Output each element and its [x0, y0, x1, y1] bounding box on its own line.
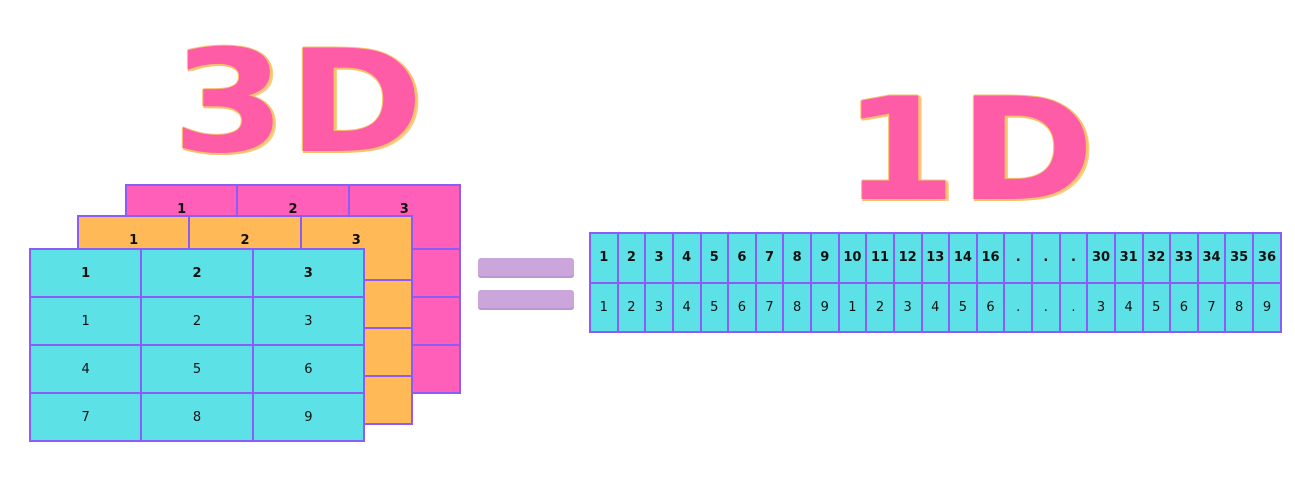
layer-cyan-header-cell: 3: [251, 248, 366, 298]
flat-array-value-cell: 9: [810, 281, 840, 333]
flat-array-index-row: 1 2 3 4 5 6 7 8 9 10 11 12 13 14 16... 30 31 32 33 34 35 36: [589, 232, 1282, 284]
flat-array-index-cell: 13: [920, 232, 951, 284]
flat-array-index-cell: 5: [699, 232, 730, 284]
layer-cyan-row: 7 8 9: [28, 392, 366, 442]
flat-array-index-cell: 31: [1113, 232, 1144, 284]
flat-array-index-cell: 9: [810, 232, 840, 284]
layer-cyan-header-cell: 1: [28, 248, 143, 298]
flat-array-value-cell: 1: [837, 281, 868, 333]
flat-array-value-cell: 3: [1086, 281, 1116, 333]
flat-array-index-cell: .: [1003, 232, 1033, 284]
flat-array-value-cell: 2: [865, 281, 895, 333]
flat-array-value-cell: 4: [1113, 281, 1144, 333]
flat-array-index-cell: 11: [865, 232, 895, 284]
layer-cyan-cell: 1: [28, 296, 143, 346]
flat-array-value-cell: 9: [1252, 281, 1282, 333]
layer-cyan-cell: 6: [251, 344, 366, 394]
layer-cyan-row: 1 2 3: [28, 296, 366, 346]
flat-array-value-cell: 6: [975, 281, 1006, 333]
flat-array-index-cell: 16: [975, 232, 1006, 284]
flat-array-index-cell: .: [1031, 232, 1061, 284]
layer-cyan-row: 4 5 6: [28, 344, 366, 394]
layer-cyan-cell: 7: [28, 392, 143, 442]
flat-array-index-cell: 36: [1252, 232, 1282, 284]
flat-array-index-cell: 4: [671, 232, 702, 284]
layer-cyan-table: 1 2 3 1 2 3 4 5 6 7 8 9: [28, 248, 366, 442]
flat-array-index-cell: .: [1058, 232, 1089, 284]
flat-array-index-cell: 32: [1141, 232, 1172, 284]
flat-array-value-cell: 3: [892, 281, 923, 333]
flat-array-index-cell: 2: [616, 232, 647, 284]
flat-array-index-cell: 7: [754, 232, 785, 284]
flat-array-value-cell: 8: [1224, 281, 1254, 333]
flat-array-value-cell: 1: [589, 281, 619, 333]
flat-array-index-cell: 8: [782, 232, 812, 284]
layer-cyan-header-cell: 2: [140, 248, 254, 298]
layer-cyan-cell: 8: [140, 392, 254, 442]
equals-sign-bottom-bar: [478, 290, 574, 310]
flat-array-index-cell: 3: [644, 232, 674, 284]
flat-array-table: 1 2 3 4 5 6 7 8 9 10 11 12 13 14 16... 30 31 32 33 34 35 36 1…: [589, 232, 1282, 333]
flat-array-index-cell: 10: [837, 232, 868, 284]
flat-array-value-cell: 5: [948, 281, 978, 333]
title-3d: 3D: [172, 20, 426, 185]
flat-array-value-cell: 7: [754, 281, 785, 333]
flat-array-value-cell: .: [1003, 281, 1033, 333]
layer-cyan-cell: 5: [140, 344, 254, 394]
flat-array-index-cell: 34: [1196, 232, 1227, 284]
flat-array-index-cell: 35: [1224, 232, 1254, 284]
layer-cyan-header-row: 1 2 3: [28, 248, 366, 298]
flat-array-value-cell: 6: [1169, 281, 1199, 333]
flat-array-index-cell: 1: [589, 232, 619, 284]
flat-array-value-cell: 8: [782, 281, 812, 333]
flat-array-index-cell: 12: [892, 232, 923, 284]
flat-array-value-cell: .: [1058, 281, 1089, 333]
layer-cyan-cell: 2: [140, 296, 254, 346]
flat-array-value-cell: 5: [699, 281, 730, 333]
flat-array-value-cell: 5: [1141, 281, 1172, 333]
flat-array-index-cell: 33: [1169, 232, 1199, 284]
title-1d: 1D: [843, 68, 1097, 233]
flat-array-index-cell: 30: [1086, 232, 1116, 284]
flat-array-value-cell: 3: [644, 281, 674, 333]
layer-cyan-cell: 9: [251, 392, 366, 442]
flat-array-value-cell: .: [1031, 281, 1061, 333]
flat-array-value-cell: 4: [671, 281, 702, 333]
flat-array-value-cell: 6: [727, 281, 757, 333]
flat-array-index-cell: 6: [727, 232, 757, 284]
flat-array-index-cell: 14: [948, 232, 978, 284]
flat-array-value-cell: 2: [616, 281, 647, 333]
layer-cyan-cell: 3: [251, 296, 366, 346]
layer-cyan-cell: 4: [28, 344, 143, 394]
equals-sign-top-bar: [478, 258, 574, 278]
flat-array-value-cell: 7: [1196, 281, 1227, 333]
flat-array-value-cell: 4: [920, 281, 951, 333]
